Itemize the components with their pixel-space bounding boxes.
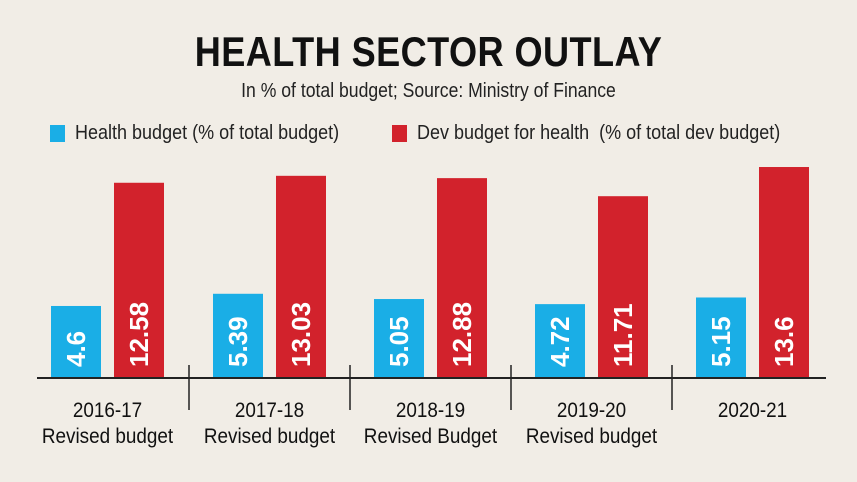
bar-dev-0 [114,182,164,377]
bar-value-label-health-1: 5.39 [223,316,253,367]
bar-health-2 [374,299,424,377]
category-label-2-line-1: Revised Budget [364,425,498,448]
category-label-1-line-1: Revised budget [204,425,336,448]
chart-title: HEALTH SECTOR OUTLAY [194,28,663,75]
bar-value-label-dev-2: 12.88 [447,302,477,367]
legend-swatch-health-budget [50,124,65,142]
category-label-0-line-1: Revised budget [42,425,174,448]
bar-value-label-health-3: 4.72 [545,316,575,367]
chart-subtitle: In % of total budget; Source: Ministry o… [241,80,616,102]
category-label-3-line-0: 2019-20 [557,399,626,422]
bar-health-1 [213,293,263,377]
category-label-1-line-0: 2017-18 [235,399,304,422]
bar-dev-3 [598,196,648,377]
category-label-4-line-0: 2020-21 [718,399,787,422]
bar-value-label-dev-0: 12.58 [124,302,154,367]
bar-value-label-dev-3: 11.71 [608,303,638,367]
category-label-0-line-0: 2016-17 [73,399,142,422]
bar-value-label-health-0: 4.6 [61,331,91,367]
bar-health-4 [696,297,746,377]
bar-value-label-health-4: 5.15 [706,316,736,367]
legend-label-health-budget: Health budget (% of total budget) [75,121,340,144]
legend-swatch-dev-budget [392,124,407,142]
bar-dev-1 [276,175,326,377]
category-label-3-line-1: Revised budget [526,425,658,448]
bar-dev-2 [437,178,487,377]
bar-value-label-dev-1: 13.03 [286,302,316,367]
category-label-2-line-0: 2018-19 [396,399,465,422]
legend-item-health-budget: Health budget (% of total budget) [50,121,369,145]
bar-dev-4 [759,167,809,377]
legend-label-dev-budget: Dev budget for health (% of total dev bu… [417,121,781,144]
bar-value-label-dev-4: 13.6 [769,316,799,367]
bar-health-0 [51,305,101,377]
bar-value-label-health-2: 5.05 [384,316,414,367]
legend-item-dev-budget: Dev budget for health (% of total dev bu… [392,121,821,145]
bar-health-3 [535,304,585,377]
